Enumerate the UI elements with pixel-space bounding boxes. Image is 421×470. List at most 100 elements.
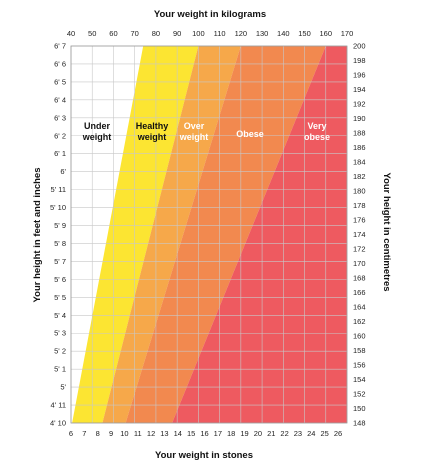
height-ft-in-tick-label: 5' 7 xyxy=(54,257,66,266)
stone-tick-label: 14 xyxy=(174,429,182,438)
height-ft-in-tick-label: 5' 5 xyxy=(54,293,66,302)
zone-label-under-weight: Under weight xyxy=(82,121,112,142)
stone-tick-label: 17 xyxy=(214,429,222,438)
height-ft-in-tick-label: 6' 5 xyxy=(54,77,66,86)
stone-tick-label: 16 xyxy=(200,429,208,438)
zone-areas xyxy=(71,46,347,423)
right-cm-ticks: 200 198 196 194 192 190 188 186 184 182 180 178 176 1… xyxy=(353,42,366,428)
stone-tick-label: 15 xyxy=(187,429,195,438)
stone-tick-label: 13 xyxy=(160,429,168,438)
height-ft-in-tick-label: 6' 2 xyxy=(54,131,66,140)
zone-area-under-weight xyxy=(71,46,144,423)
height-cm-tick-label: 150 xyxy=(353,404,366,413)
top-axis-title: Your weight in kilograms xyxy=(154,9,266,20)
height-cm-tick-label: 160 xyxy=(353,332,366,341)
height-cm-tick-label: 188 xyxy=(353,129,366,138)
zone-area-very-obese xyxy=(172,46,347,423)
top-kg-ticks: 40 50 60 70 80 90 100 110 120 130 140 150 160 170 xyxy=(67,29,353,38)
height-cm-tick-label: 168 xyxy=(353,274,366,283)
zone-label-healthy-weight: Healthy weight xyxy=(136,121,169,142)
stone-tick-label: 8 xyxy=(96,429,100,438)
kg-tick-label: 60 xyxy=(109,29,117,38)
height-cm-tick-label: 194 xyxy=(353,85,366,94)
kg-tick-label: 70 xyxy=(131,29,139,38)
height-cm-tick-label: 156 xyxy=(353,361,366,370)
stone-tick-label: 24 xyxy=(307,429,315,438)
left-axis-title: Your height in feet and inches xyxy=(32,168,43,303)
height-cm-tick-label: 164 xyxy=(353,303,366,312)
kg-tick-label: 170 xyxy=(341,29,354,38)
kg-tick-label: 120 xyxy=(235,29,248,38)
stone-tick-label: 20 xyxy=(254,429,262,438)
stone-tick-label: 21 xyxy=(267,429,275,438)
kg-tick-label: 100 xyxy=(192,29,205,38)
kg-tick-label: 50 xyxy=(88,29,96,38)
height-ft-in-tick-label: 5' 2 xyxy=(54,347,66,356)
stone-tick-label: 10 xyxy=(120,429,128,438)
zone-area-healthy-weight xyxy=(72,46,199,423)
height-ft-in-tick-label: 5' xyxy=(60,383,66,392)
stone-tick-label: 19 xyxy=(240,429,248,438)
height-cm-tick-label: 182 xyxy=(353,172,366,181)
kg-tick-label: 90 xyxy=(173,29,181,38)
stone-tick-label: 18 xyxy=(227,429,235,438)
height-ft-in-tick-label: 6' 7 xyxy=(54,42,66,51)
height-cm-tick-label: 186 xyxy=(353,143,366,152)
height-ft-in-tick-label: 6' 6 xyxy=(54,59,66,68)
height-cm-tick-label: 190 xyxy=(353,114,366,123)
kg-tick-label: 130 xyxy=(256,29,269,38)
height-cm-tick-label: 148 xyxy=(353,419,366,428)
stone-tick-label: 11 xyxy=(134,429,142,438)
grid-lines xyxy=(70,45,348,424)
height-ft-in-tick-label: 5' 1 xyxy=(54,365,66,374)
stone-tick-label: 22 xyxy=(280,429,288,438)
kg-tick-label: 160 xyxy=(320,29,333,38)
height-ft-in-tick-label: 5' 6 xyxy=(54,275,66,284)
bottom-axis-title: Your weight in stones xyxy=(155,450,253,461)
height-ft-in-tick-label: 5' 10 xyxy=(50,203,66,212)
height-cm-tick-label: 192 xyxy=(353,100,366,109)
right-axis-title: Your height in centimetres xyxy=(381,172,392,291)
stone-tick-label: 9 xyxy=(109,429,113,438)
height-cm-tick-label: 152 xyxy=(353,390,366,399)
height-cm-tick-label: 176 xyxy=(353,216,366,225)
zone-area-over-weight xyxy=(102,46,241,423)
stone-tick-label: 23 xyxy=(294,429,302,438)
height-ft-in-tick-label: 6' 3 xyxy=(54,113,66,122)
height-cm-tick-label: 162 xyxy=(353,317,366,326)
stone-tick-label: 12 xyxy=(147,429,155,438)
zone-area-obese xyxy=(125,46,326,423)
stone-tick-label: 25 xyxy=(320,429,328,438)
height-ft-in-tick-label: 4' 11 xyxy=(51,401,66,410)
height-cm-tick-label: 200 xyxy=(353,42,366,51)
height-ft-in-tick-label: 5' 4 xyxy=(54,311,66,320)
left-ft-in-ticks: 6' 7 6' 6 6' 5 6' 4 6' 3 6' 2 6' 1 6' 5' 11 5' 10… xyxy=(50,42,67,428)
height-ft-in-tick-label: 5' 9 xyxy=(54,221,66,230)
stone-tick-label: 26 xyxy=(334,429,342,438)
kg-tick-label: 110 xyxy=(214,29,226,38)
zone-labels: Under weight Healthy weight Over weight Obese V… xyxy=(82,121,330,142)
kg-tick-label: 40 xyxy=(67,29,75,38)
height-cm-tick-label: 172 xyxy=(353,245,366,254)
height-ft-in-tick-label: 4' 10 xyxy=(50,419,66,428)
height-cm-tick-label: 170 xyxy=(353,259,366,268)
kg-tick-label: 150 xyxy=(298,29,311,38)
height-ft-in-tick-label: 6' 1 xyxy=(54,149,66,158)
bottom-stone-ticks: 6 7 8 9 10 11 12 13 14 15 16 17 18 19 20 21 22 23 24 25 26 xyxy=(69,429,342,438)
height-ft-in-tick-label: 6' 4 xyxy=(54,95,66,104)
height-cm-tick-label: 184 xyxy=(353,158,366,167)
height-cm-tick-label: 178 xyxy=(353,201,366,210)
kg-tick-label: 80 xyxy=(152,29,160,38)
height-cm-tick-label: 174 xyxy=(353,230,366,239)
height-cm-tick-label: 196 xyxy=(353,71,366,80)
zone-label-very-obese: Very obese xyxy=(304,121,330,142)
height-cm-tick-label: 166 xyxy=(353,288,366,297)
stone-tick-label: 6 xyxy=(69,429,73,438)
stone-tick-label: 7 xyxy=(82,429,86,438)
zone-label-obese: Obese xyxy=(236,129,264,139)
plot-border xyxy=(70,45,348,424)
height-ft-in-tick-label: 5' 8 xyxy=(54,239,66,248)
zone-label-over-weight: Over weight xyxy=(179,121,209,142)
height-cm-tick-label: 158 xyxy=(353,346,366,355)
height-cm-tick-label: 198 xyxy=(353,56,366,65)
